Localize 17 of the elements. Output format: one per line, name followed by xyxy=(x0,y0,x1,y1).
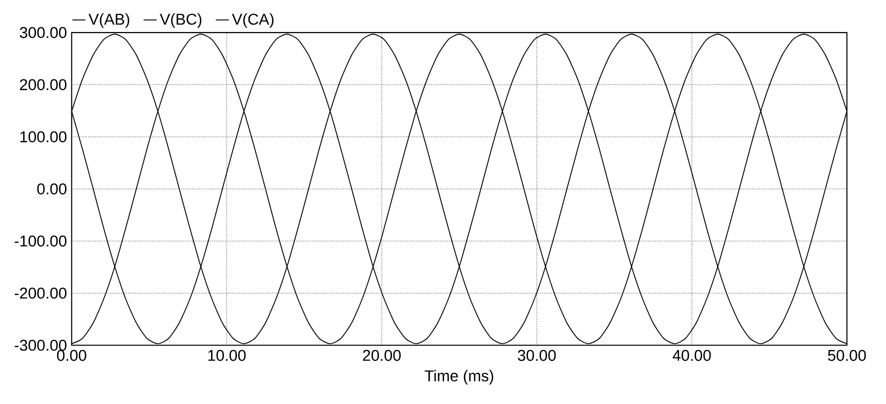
x-tick-label: 10.00 xyxy=(208,350,246,361)
series-label: V(AB) xyxy=(88,13,130,28)
x-tick-label: 0.00 xyxy=(57,350,86,361)
x-tick-label: 50.00 xyxy=(828,350,866,361)
x-tick-label: 40.00 xyxy=(672,350,711,361)
y-tick-label: 0.00 xyxy=(37,183,66,194)
y-tick-label: 200.00 xyxy=(20,79,66,90)
y-tick-label: 100.00 xyxy=(20,131,66,142)
y-tick-label: -100.00 xyxy=(14,236,66,247)
x-tick-label: 30.00 xyxy=(518,350,556,361)
x-tick-label: 20.00 xyxy=(362,350,401,361)
y-tick-label: 300.00 xyxy=(20,27,66,38)
y-tick-label: -200.00 xyxy=(14,288,66,299)
legend-label: V(BC) xyxy=(160,13,202,28)
x-axis-title: Time (ms) xyxy=(424,370,494,384)
y-tick-label: -300.00 xyxy=(14,340,66,351)
legend-label: V(CA) xyxy=(232,13,274,28)
